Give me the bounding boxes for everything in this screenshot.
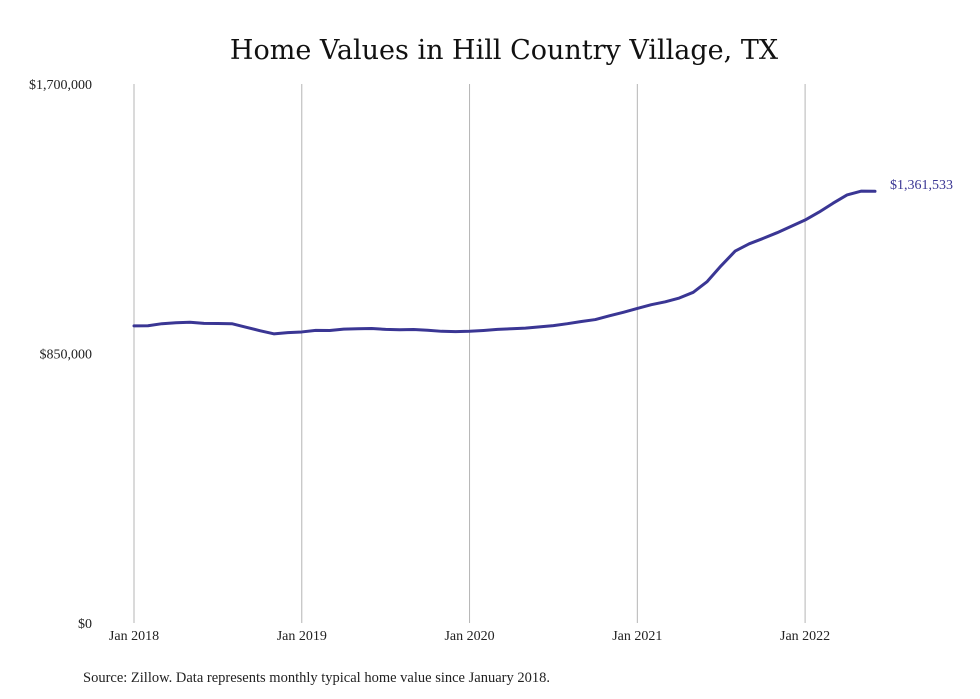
x-axis-ticks: Jan 2018 Jan 2019 Jan 2020 Jan 2021 Jan 2022 [109,629,830,644]
y-tick-label: $0 [78,617,92,632]
y-tick-label: $1,700,000 [29,78,92,93]
gridlines [133,84,806,623]
chart-title: Home Values in Hill Country Village, TX [230,35,779,66]
x-tick-label: Jan 2019 [277,629,327,644]
end-value-label: $1,361,533 [890,178,953,193]
x-tick-label: Jan 2022 [780,629,830,644]
series-line [132,189,877,336]
source-note: Source: Zillow. Data represents monthly … [83,670,550,686]
y-tick-label: $850,000 [40,348,93,363]
x-tick-label: Jan 2020 [444,629,494,644]
x-tick-label: Jan 2018 [109,629,159,644]
y-axis-ticks: $0 $850,000 $1,700,000 [29,78,92,632]
x-tick-label: Jan 2021 [612,629,662,644]
